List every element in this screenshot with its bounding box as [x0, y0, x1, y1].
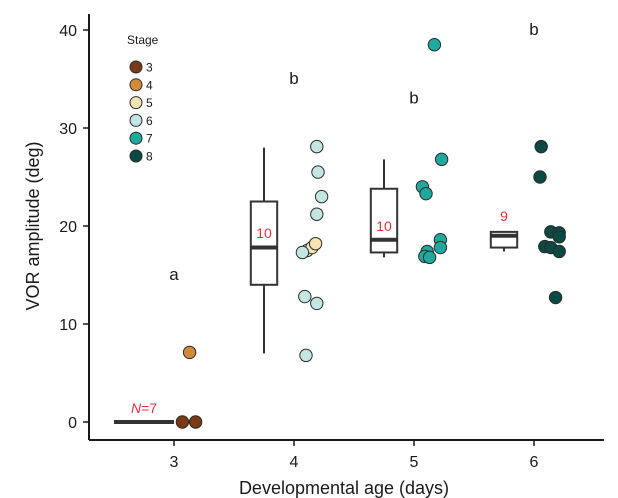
- x-tick-label: 3: [170, 454, 179, 471]
- axes-layer: 0 10 20 30 40 3 4 5 6: [59, 14, 604, 471]
- legend-swatch: [129, 113, 143, 127]
- legend-label: 5: [146, 96, 153, 110]
- y-tick-label: 20: [59, 219, 77, 236]
- x-tick-label: 6: [530, 454, 539, 471]
- data-point: [188, 415, 203, 429]
- legend: Stage 3 4 5 6 7 8: [127, 33, 159, 164]
- data-point: [310, 207, 324, 221]
- data-point: [533, 170, 547, 184]
- significance-letter: a: [169, 265, 179, 284]
- data-point: [552, 230, 566, 244]
- data-point: [419, 186, 433, 201]
- sample-size-label: 10: [376, 218, 392, 234]
- y-tick-label: 10: [59, 317, 77, 334]
- legend-swatch: [129, 60, 143, 74]
- data-point: [434, 152, 449, 167]
- x-axis-title: Developmental age (days): [239, 478, 449, 498]
- sample-size-value: =7: [141, 400, 157, 416]
- legend-title: Stage: [127, 33, 159, 47]
- legend-label: 3: [146, 61, 153, 75]
- box-body: [369, 187, 399, 254]
- legend-label: 8: [146, 150, 153, 164]
- data-point: [295, 245, 310, 260]
- legend-swatch: [129, 96, 143, 110]
- sample-size-prefix: N: [131, 400, 142, 416]
- data-point: [548, 290, 563, 305]
- sample-size-label: 9: [500, 208, 508, 224]
- significance-letter: b: [409, 89, 418, 108]
- sample-size-label: N=7: [131, 400, 157, 416]
- sample-size-label: 10: [256, 225, 272, 241]
- legend-swatch: [129, 78, 143, 92]
- y-tick-label: 0: [68, 415, 77, 432]
- data-point: [182, 345, 197, 360]
- significance-letter: b: [289, 69, 298, 88]
- significance-letter: b: [529, 20, 538, 39]
- y-tick-label: 40: [59, 23, 77, 40]
- data-point: [310, 139, 324, 154]
- data-point: [534, 139, 548, 154]
- data-point: [299, 348, 313, 363]
- data-point: [422, 250, 437, 265]
- y-axis-title: VOR amplitude (deg): [23, 141, 43, 310]
- data-point: [433, 240, 448, 255]
- data-point: [298, 289, 312, 304]
- y-tick-label: 30: [59, 121, 77, 138]
- data-point: [308, 236, 323, 251]
- data-point: [175, 415, 190, 429]
- box-body: [249, 200, 279, 286]
- legend-swatch: [129, 149, 143, 163]
- data-point: [314, 189, 329, 204]
- x-tick-label: 5: [410, 454, 419, 471]
- annotation-layer: a N=7 b 10 b 10 b 9: [131, 20, 539, 416]
- x-tick-label: 4: [290, 454, 299, 471]
- boxes-layer: [114, 147, 519, 424]
- legend-swatch: [129, 131, 143, 145]
- points-layer: [175, 38, 566, 429]
- legend-label: 7: [146, 132, 153, 146]
- data-point: [427, 38, 442, 52]
- legend-label: 6: [146, 114, 153, 128]
- legend-label: 4: [146, 78, 153, 92]
- data-point: [310, 296, 324, 311]
- data-point: [311, 165, 325, 179]
- data-point: [552, 244, 566, 259]
